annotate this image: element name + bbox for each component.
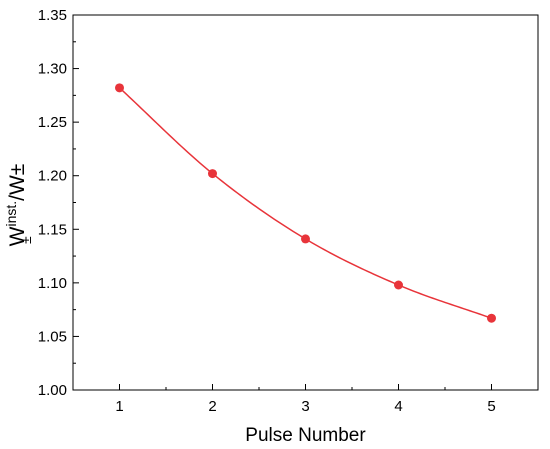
y-tick-label: 1.05 bbox=[38, 328, 67, 345]
y-tick-label: 1.25 bbox=[38, 114, 67, 131]
y-tick-label: 1.15 bbox=[38, 221, 67, 238]
x-tick-label: 3 bbox=[301, 398, 309, 415]
series-line bbox=[118, 87, 492, 319]
y-tick-label: 1.10 bbox=[38, 275, 67, 292]
x-axis-title: Pulse Number bbox=[245, 425, 366, 446]
data-point bbox=[115, 83, 124, 93]
x-tick-labels: 1 2 3 4 5 bbox=[115, 398, 495, 415]
y-tick-label: 1.30 bbox=[38, 61, 67, 78]
y-axis-title-subscript: ± bbox=[18, 236, 34, 244]
y-axis-title-superscript: inst. bbox=[3, 201, 19, 227]
y-tick-labels: 1.00 1.05 1.10 1.15 1.20 1.25 1.30 1.35 bbox=[38, 7, 67, 399]
x-tick-label: 1 bbox=[115, 398, 123, 415]
series-points bbox=[115, 83, 496, 323]
y-tick-label: 1.20 bbox=[38, 168, 67, 185]
y-axis-title-tail: /W± bbox=[6, 164, 29, 201]
svg-text:Winst./W±: Winst./W± bbox=[3, 164, 29, 247]
y-axis-title: Winst./W± ± bbox=[3, 164, 34, 247]
data-point bbox=[487, 313, 496, 323]
x-tick-label: 5 bbox=[487, 398, 495, 415]
data-point bbox=[301, 234, 310, 244]
y-tick-label: 1.00 bbox=[38, 382, 67, 399]
x-tick-label: 2 bbox=[208, 398, 216, 415]
y-axis-title-base: W bbox=[6, 226, 29, 246]
plot-frame bbox=[72, 14, 539, 391]
axis-ticks bbox=[72, 14, 539, 391]
data-point bbox=[208, 169, 217, 179]
y-tick-label: 1.35 bbox=[38, 7, 67, 24]
data-point bbox=[394, 280, 403, 290]
x-tick-label: 4 bbox=[394, 398, 402, 415]
